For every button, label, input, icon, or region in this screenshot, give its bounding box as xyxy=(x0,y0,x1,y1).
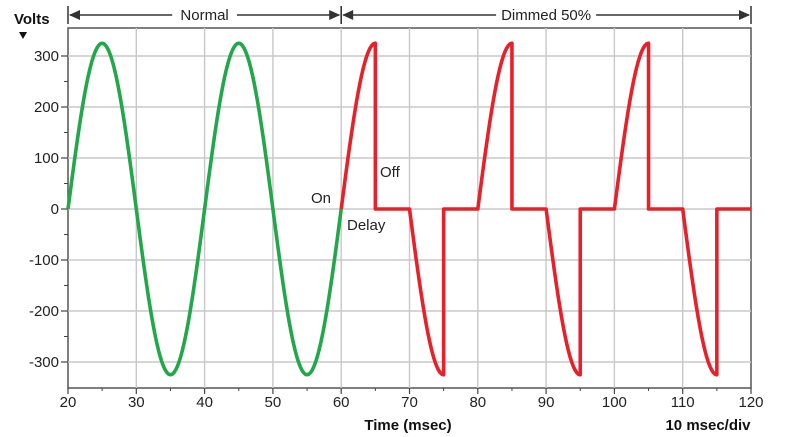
y-axis-arrow-icon xyxy=(19,32,27,39)
series-dimmed-line xyxy=(339,41,751,377)
x-tick-label: 110 xyxy=(671,394,695,411)
x-tick-label: 70 xyxy=(401,394,418,411)
region-markers: Normal Dimmed 50% xyxy=(67,6,752,24)
x-tick-label: 40 xyxy=(196,394,213,411)
y-tick-label: -300 xyxy=(29,354,59,371)
y-axis-label: Volts xyxy=(14,11,50,28)
y-tick-label: -200 xyxy=(29,303,59,320)
time-scale-note: 10 msec/div xyxy=(665,417,751,434)
x-tick-label: 120 xyxy=(738,394,763,411)
grid xyxy=(67,27,752,389)
y-tick-label: 200 xyxy=(34,99,59,116)
region-label: Dimmed 50% xyxy=(501,7,591,24)
delay-annotation: Delay xyxy=(347,217,386,234)
series xyxy=(66,41,751,377)
x-tick-label: 60 xyxy=(333,394,350,411)
on-annotation: On xyxy=(311,190,331,207)
x-tick-label: 50 xyxy=(265,394,282,411)
y-tick-label: 300 xyxy=(34,48,59,65)
x-tick-label: 30 xyxy=(128,394,145,411)
right-arrowhead-icon xyxy=(739,10,750,20)
right-arrowhead-icon xyxy=(329,10,341,20)
off-annotation: Off xyxy=(380,164,401,181)
x-tick-label: 80 xyxy=(469,394,486,411)
x-axis-label: Time (msec) xyxy=(364,417,451,434)
left-arrowhead-icon xyxy=(69,10,80,20)
y-tick-label: 100 xyxy=(34,150,59,167)
x-tick-label: 20 xyxy=(60,394,77,411)
series-normal-line xyxy=(66,41,343,377)
x-tick-label: 100 xyxy=(602,394,627,411)
y-tick-label: 0 xyxy=(51,201,59,218)
region-label: Normal xyxy=(180,7,228,24)
axes: 300 200 100 0 -100 -200 -300 20 30 40 50 60 70 80 90 10… xyxy=(19,32,764,411)
x-tick-label: 90 xyxy=(538,394,555,411)
y-tick-label: -100 xyxy=(29,252,59,269)
labels: Volts Time (msec) 10 msec/div On Off Del… xyxy=(14,11,751,434)
left-arrowhead-icon xyxy=(342,10,354,20)
